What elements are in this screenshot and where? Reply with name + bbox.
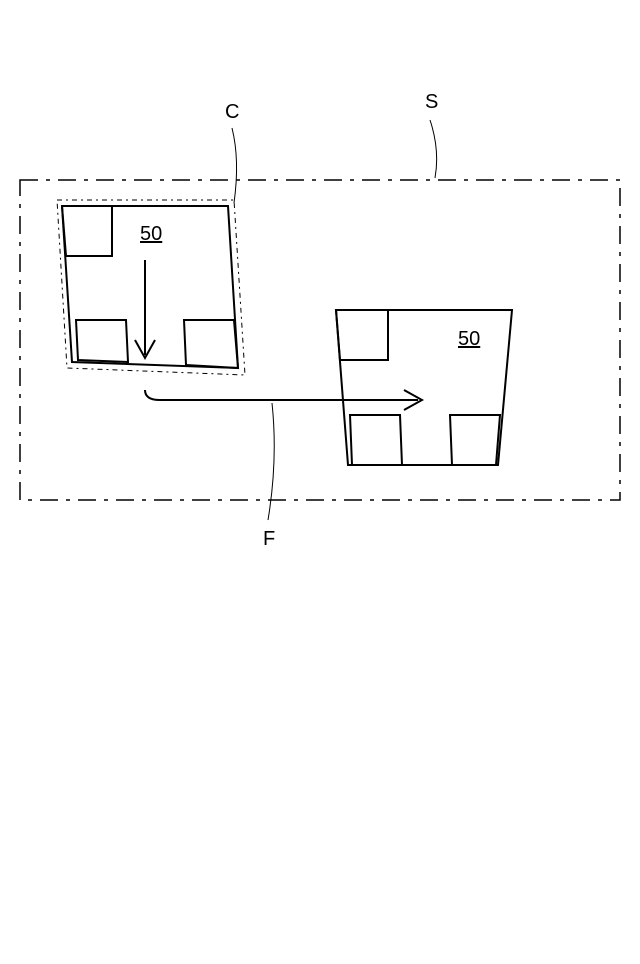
- outer-box-s: [20, 180, 620, 500]
- leader-c: [232, 128, 237, 203]
- label-f: F: [263, 528, 275, 550]
- right-quad: [336, 310, 512, 465]
- right-quad-corner-tl: [336, 310, 388, 360]
- left-quad-corner-br: [184, 320, 238, 368]
- label-c: C: [225, 101, 239, 123]
- flow-arrow-right: [145, 390, 418, 400]
- leader-s: [430, 120, 437, 178]
- left-quad-corner-tl: [62, 206, 112, 256]
- label-s: S: [425, 91, 438, 113]
- right-quad-ref: 50: [458, 328, 480, 350]
- left-quad-ref: 50: [140, 223, 162, 245]
- leader-f: [268, 403, 274, 520]
- right-quad-corner-br: [450, 415, 500, 465]
- left-quad-corner-bl: [76, 320, 128, 362]
- right-quad-corner-bl: [350, 415, 402, 465]
